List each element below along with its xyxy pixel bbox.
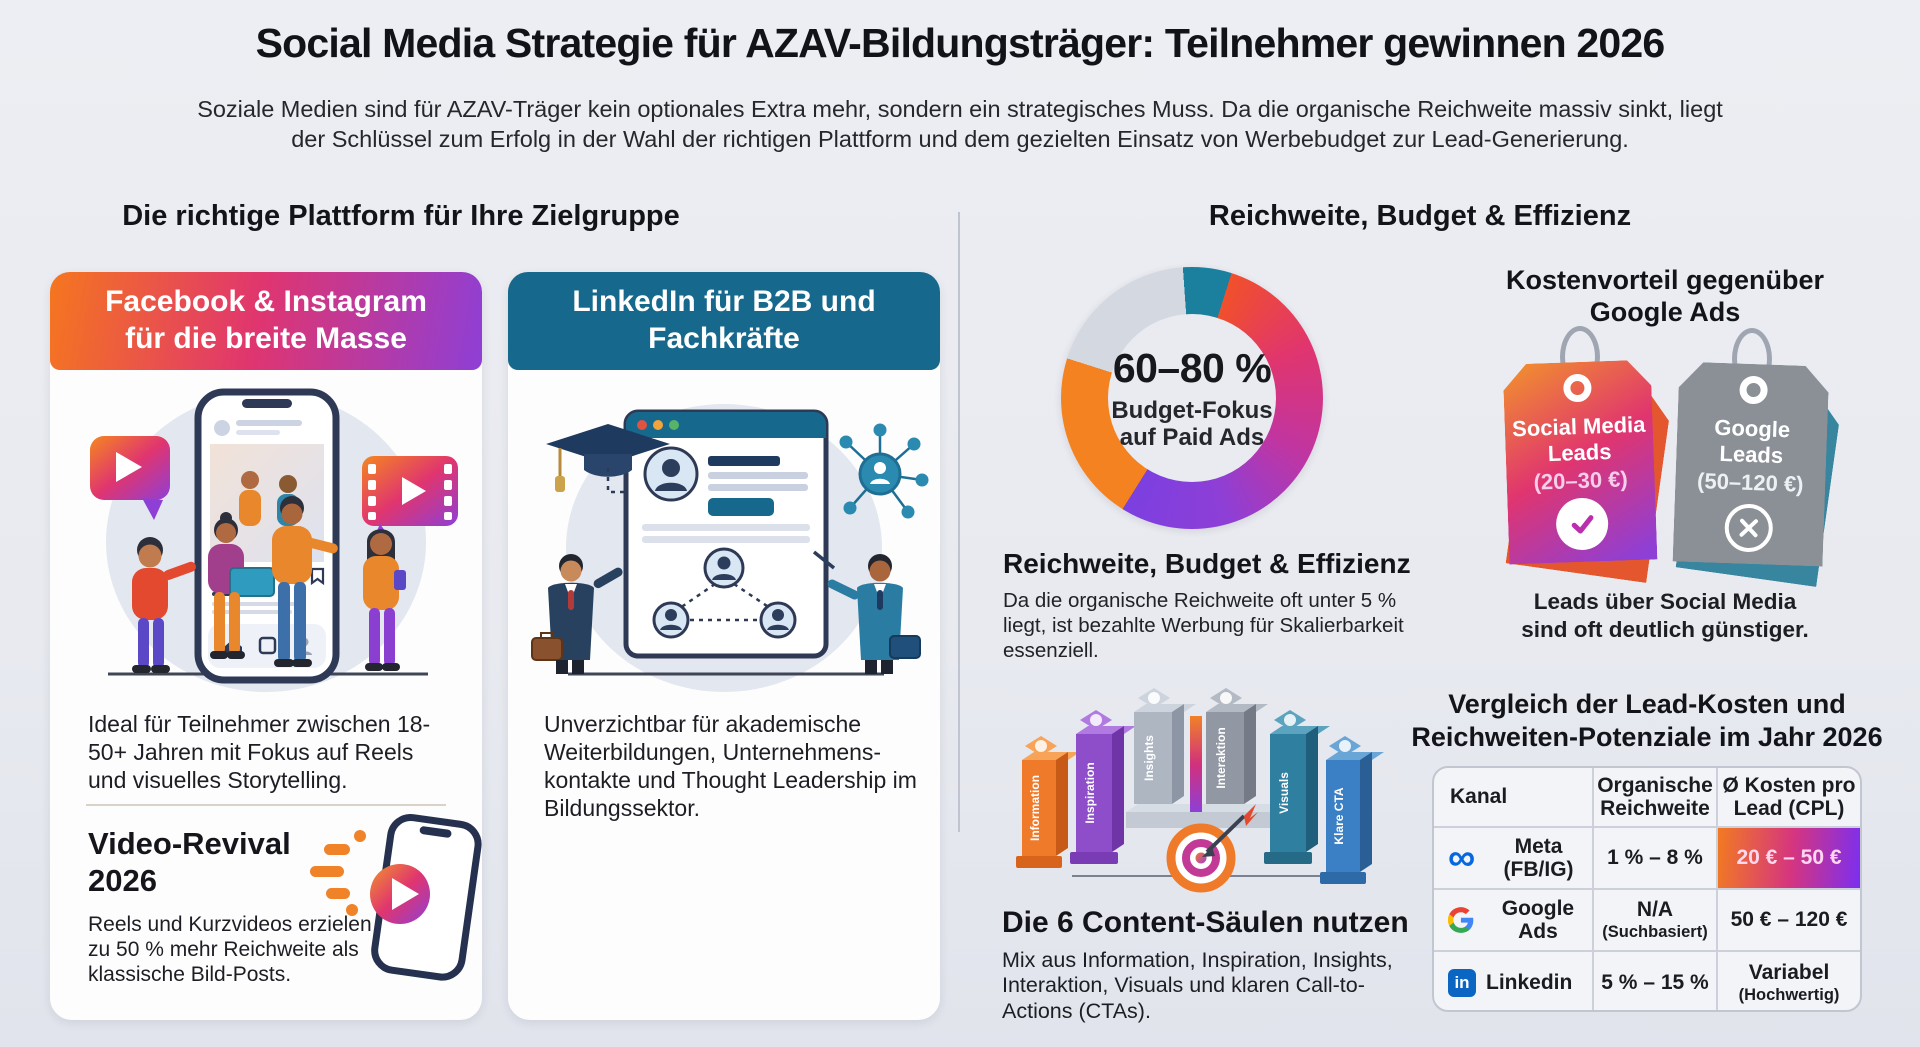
table-row-google-kanal: Google Ads (1434, 890, 1594, 952)
linkedin-card: LinkedIn für B2B und Fachkräfte (508, 272, 940, 1020)
person-figure (132, 537, 196, 673)
pillars-body: Mix aus Information, Inspiration, Insigh… (1002, 948, 1393, 1023)
b2b-network-illustration (531, 404, 929, 692)
linkedin-card-header: LinkedIn für B2B und Fachkräfte (508, 272, 940, 370)
table-row-meta-reichweite: 1 % – 8 % (1594, 828, 1718, 890)
pillar-information: Information (1016, 736, 1080, 868)
person-figure (363, 529, 406, 671)
avatar (703, 547, 745, 589)
bookmark-icon (310, 567, 325, 586)
pillar-interaktion: Interaktion (1206, 688, 1268, 804)
page-title: Social Media Strategie für AZAV-Bildungs… (255, 20, 1666, 66)
pillar-inspiration: Inspiration (1070, 710, 1136, 864)
linkedin-logo-icon: in (1448, 969, 1476, 997)
table-row-linkedin-kanal: in Linkedin (1434, 952, 1594, 1010)
person-figure (272, 496, 338, 667)
reach-section-heading: Reichweite, Budget & Effizienz (1208, 200, 1632, 232)
column-header-cpl: Ø Kosten pro Lead (CPL) (1718, 768, 1860, 828)
tag-hole-icon (1739, 376, 1768, 405)
svg-text:Visuals: Visuals (1277, 772, 1291, 814)
column-header-reichweite: Organische Reichweite (1594, 768, 1718, 828)
comparison-table-title: Vergleich der Lead-Kosten und Reichweite… (1411, 689, 1883, 752)
video-bubble-icon (90, 436, 170, 520)
reichweite-value: N/A (1636, 898, 1674, 922)
pillar-klare-cta: Klare CTA (1320, 736, 1384, 884)
avatar (759, 601, 797, 639)
pillar-insights: Insights (1134, 688, 1196, 804)
linkedin-card-body: Unverzichtbar für akademische Weiterbild… (544, 711, 917, 822)
google-tag-label: Google Leads (1713, 414, 1791, 469)
cpl-value: 20 € – 50 € (1736, 846, 1842, 870)
social-tag-label: Social Media Leads (1511, 411, 1646, 467)
video-revival-body: Reels und Kurzvideos erzielen bis zu 50 … (88, 913, 405, 987)
analysis-heading: Reichweite, Budget & Effizienz (1003, 548, 1411, 579)
pillars-heading: Die 6 Content-Säulen nutzen (1002, 906, 1409, 939)
social-media-leads-tag: Social Media Leads (20–30 €) (1503, 359, 1658, 564)
content-pillars-illustration: Information Inspiration Insights (1016, 688, 1384, 893)
check-icon (1555, 497, 1609, 551)
video-revival-heading: Video-Revival 2026 (88, 826, 291, 898)
price-tags-illustration: Social Media Leads (20–30 €) Google Lead… (1470, 326, 1866, 582)
table-row-linkedin-cpl: Variabel (Hochwertig) (1718, 952, 1860, 1010)
play-icon (392, 878, 419, 910)
social-app-illustration (90, 388, 458, 692)
facebook-card-body: Ideal für Teilnehmer zwischen 18-50+ Jah… (88, 711, 431, 794)
svg-text:Interaktion: Interaktion (1214, 727, 1228, 788)
pillar-visuals: Visuals (1264, 710, 1330, 864)
table-row-linkedin-reichweite: 5 % – 15 % (1594, 952, 1718, 1010)
table-row-meta-kanal: ∞ Meta (FB/IG) (1434, 828, 1594, 890)
reichweite-note: (Suchbasiert) (1602, 923, 1708, 942)
platforms-section-heading: Die richtige Plattform für Ihre Zielgrup… (122, 200, 680, 232)
graduation-cap-icon (546, 424, 670, 494)
kanal-label: Linkedin (1486, 971, 1573, 995)
facebook-instagram-card-header: Facebook & Instagram für die breite Mass… (50, 272, 482, 370)
table-row-google-reichweite: N/A (Suchbasiert) (1594, 890, 1718, 952)
facebook-instagram-card: Facebook & Instagram für die breite Mass… (50, 272, 482, 1020)
tag-hole-icon (1563, 374, 1592, 403)
card-divider (86, 804, 446, 806)
network-icon (839, 423, 929, 519)
person-figure (812, 550, 921, 674)
svg-text:Inspiration: Inspiration (1083, 762, 1097, 823)
google-tag-price: (50–120 €) (1696, 468, 1804, 497)
comparison-table: Kanal Organische Reichweite Ø Kosten pro… (1432, 766, 1862, 1012)
donut-center-value: 60–80 % (1112, 344, 1272, 391)
donut-center-label: 60–80 % Budget-Fokus auf Paid Ads (1109, 315, 1275, 481)
person-figure (208, 512, 275, 659)
table-row-meta-cpl: 20 € – 50 € (1718, 828, 1860, 890)
svg-text:Information: Information (1028, 775, 1042, 841)
kanal-label: Meta (FB/IG) (1503, 834, 1574, 881)
cpl-note: (Hochwertig) (1738, 986, 1840, 1005)
reichweite-value: 5 % – 15 % (1601, 971, 1709, 995)
budget-donut-ring: 60–80 % Budget-Fokus auf Paid Ads (1061, 267, 1323, 529)
x-icon (1724, 503, 1774, 553)
svg-text:Insights: Insights (1142, 735, 1156, 781)
cpl-value: 50 € – 120 € (1730, 908, 1848, 932)
donut-center-caption: Budget-Fokus auf Paid Ads (1111, 396, 1273, 451)
svg-text:Klare CTA: Klare CTA (1332, 787, 1346, 844)
google-logo-icon (1448, 907, 1474, 933)
table-row-google-cpl: 50 € – 120 € (1718, 890, 1860, 952)
column-header-kanal: Kanal (1434, 768, 1594, 828)
page-subtitle-line1: Soziale Medien sind für AZAV-Träger kein… (197, 96, 1723, 122)
person-figure (531, 554, 623, 674)
grid-icon (258, 636, 277, 655)
analysis-body: Da die organische Reichweite oft unter 5… (1003, 589, 1404, 662)
video-phone-illustration (310, 814, 482, 981)
reichweite-value: 1 % – 8 % (1607, 846, 1703, 870)
google-leads-tag: Google Leads (50–120 €) (1673, 361, 1830, 566)
kanal-label: Google Ads (1501, 896, 1575, 943)
target-icon (1166, 804, 1258, 893)
cpl-value: Variabel (1748, 961, 1830, 985)
avatar (652, 601, 690, 639)
cost-advantage-heading: Kostenvorteil gegenüber Google Ads (1505, 265, 1825, 328)
social-tag-price: (20–30 €) (1533, 466, 1629, 495)
page-subtitle-line2: der Schlüssel zum Erfolg in der Wahl der… (291, 126, 1629, 152)
section-divider (958, 212, 960, 832)
meta-logo-icon: ∞ (1448, 837, 1476, 879)
cost-advantage-caption: Leads über Social Media sind oft deutlic… (1521, 589, 1809, 643)
